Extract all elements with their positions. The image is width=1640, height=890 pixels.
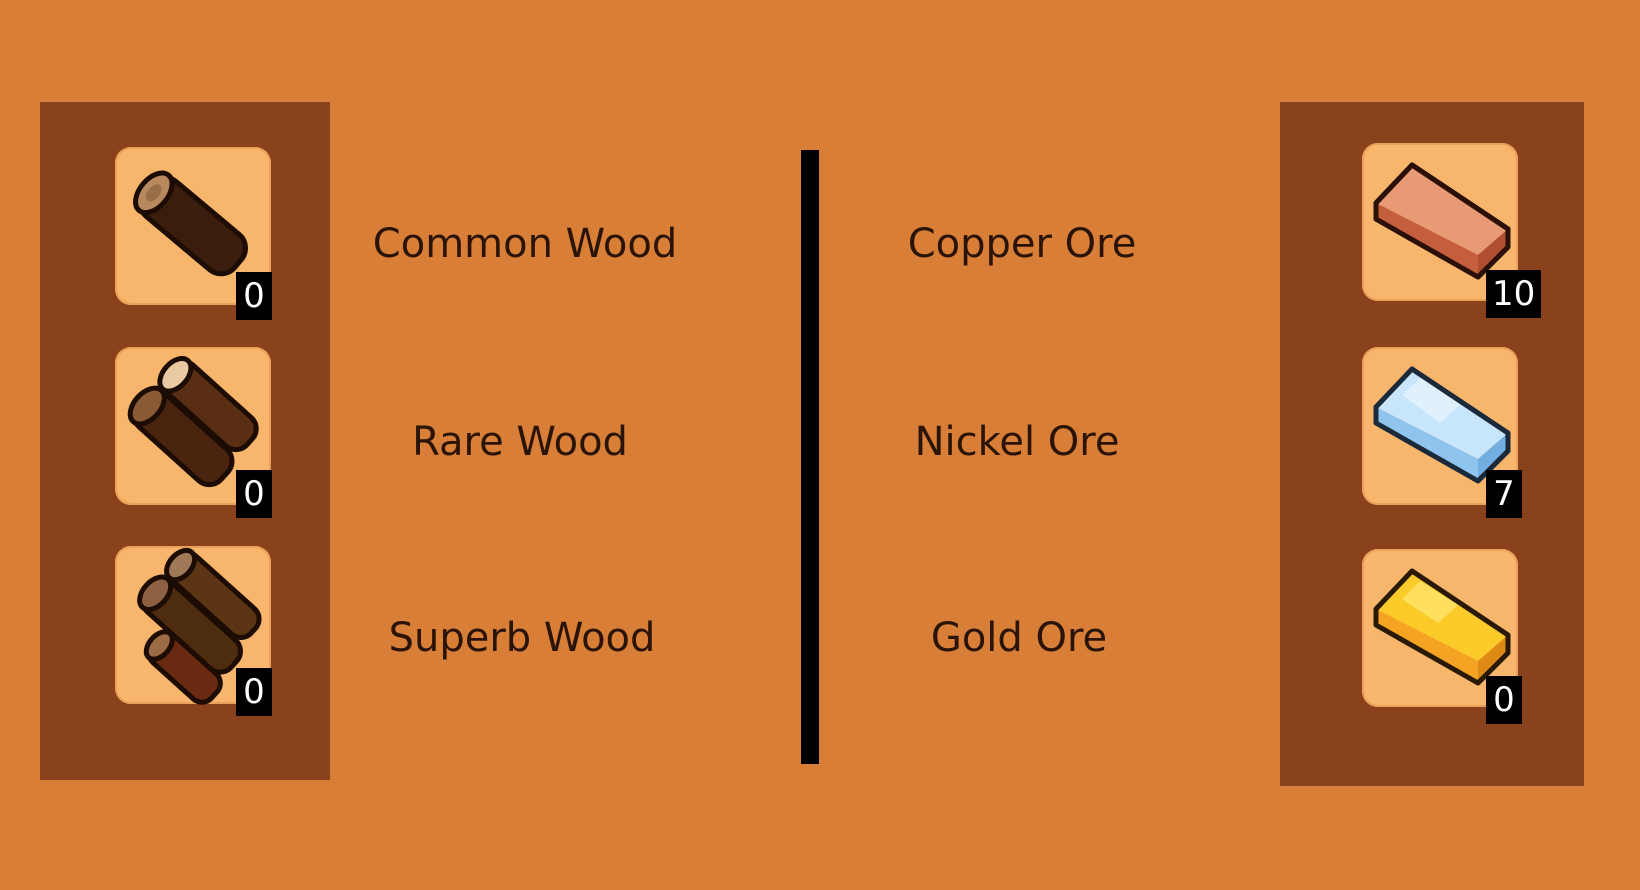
item-count-rare-wood: 0 [236, 470, 272, 518]
common-wood-log-icon [133, 170, 248, 277]
inventory-slot-rare-wood[interactable] [115, 347, 271, 505]
item-label-copper-ore: Copper Ore [907, 221, 1137, 267]
item-label-common-wood: Common Wood [372, 221, 678, 267]
item-count-nickel-ore: 7 [1486, 470, 1522, 518]
section-divider [801, 150, 819, 764]
inventory-slot-copper-ore[interactable] [1362, 143, 1518, 301]
nickel-ingot-icon [1373, 366, 1511, 484]
gold-ingot-icon [1373, 568, 1511, 686]
inventory-slot-common-wood[interactable] [115, 147, 271, 305]
copper-ingot-icon [1373, 162, 1511, 280]
item-count-gold-ore: 0 [1486, 676, 1522, 724]
superb-wood-logs-icon [137, 547, 262, 705]
item-count-superb-wood: 0 [236, 668, 272, 716]
item-count-common-wood: 0 [236, 272, 272, 320]
item-label-rare-wood: Rare Wood [412, 419, 628, 465]
rare-wood-logs-icon [127, 356, 259, 488]
item-label-nickel-ore: Nickel Ore [914, 419, 1120, 465]
item-label-gold-ore: Gold Ore [930, 615, 1108, 661]
item-label-superb-wood: Superb Wood [388, 615, 656, 661]
item-count-copper-ore: 10 [1486, 270, 1542, 318]
